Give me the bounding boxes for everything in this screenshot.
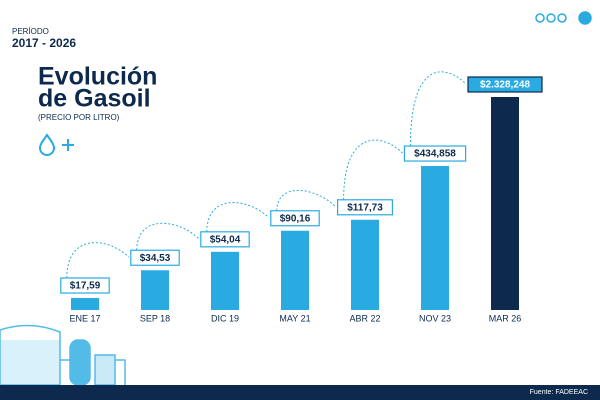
value-label: $54,04 <box>210 234 241 245</box>
x-tick-label: SEP 18 <box>140 313 170 323</box>
bar <box>71 298 99 310</box>
value-label-box <box>337 199 394 216</box>
x-tick-label: DIC 19 <box>211 313 239 323</box>
connector <box>409 71 467 147</box>
connector <box>276 189 336 211</box>
bar <box>141 270 169 310</box>
x-tick-label: MAR 26 <box>489 313 522 323</box>
value-label: $2.328,248 <box>480 80 530 91</box>
value-label-box <box>270 210 320 227</box>
value-label-box <box>60 277 110 294</box>
bar <box>421 166 449 310</box>
bar <box>491 97 519 310</box>
title-line: Evolución <box>38 63 157 91</box>
value-label: $117,73 <box>347 202 383 213</box>
logo-circles <box>535 11 592 25</box>
footer-band <box>0 385 600 400</box>
value-label-box <box>467 76 543 93</box>
period-label: PERÍODO <box>12 27 49 36</box>
x-tick-label: ENE 17 <box>69 313 100 323</box>
source: Fuente: FADEEAC <box>530 389 588 396</box>
subtitle: (PRECIO POR LITRO) <box>38 113 120 122</box>
connector <box>343 139 403 200</box>
value-label-box <box>200 231 250 248</box>
value-label: $17,59 <box>70 281 101 292</box>
value-label: $90,16 <box>280 213 311 224</box>
plant-illustration <box>0 324 126 386</box>
connector <box>66 242 130 279</box>
x-tick-label: ABR 22 <box>349 313 380 323</box>
period: 2017 - 2026 <box>12 36 76 50</box>
value-label-box <box>130 249 180 266</box>
value-label-box <box>403 145 467 162</box>
bar <box>281 230 309 310</box>
x-tick-label: NOV 23 <box>419 313 451 323</box>
connector <box>136 222 200 251</box>
value-label: $34,53 <box>140 253 171 264</box>
title-line: de Gasoil <box>38 85 151 113</box>
bar <box>211 251 239 310</box>
x-tick-label: MAY 21 <box>279 313 310 323</box>
value-label: $434,858 <box>414 149 456 160</box>
connector <box>206 202 270 232</box>
drop-icon <box>38 133 74 156</box>
bar <box>351 219 379 310</box>
